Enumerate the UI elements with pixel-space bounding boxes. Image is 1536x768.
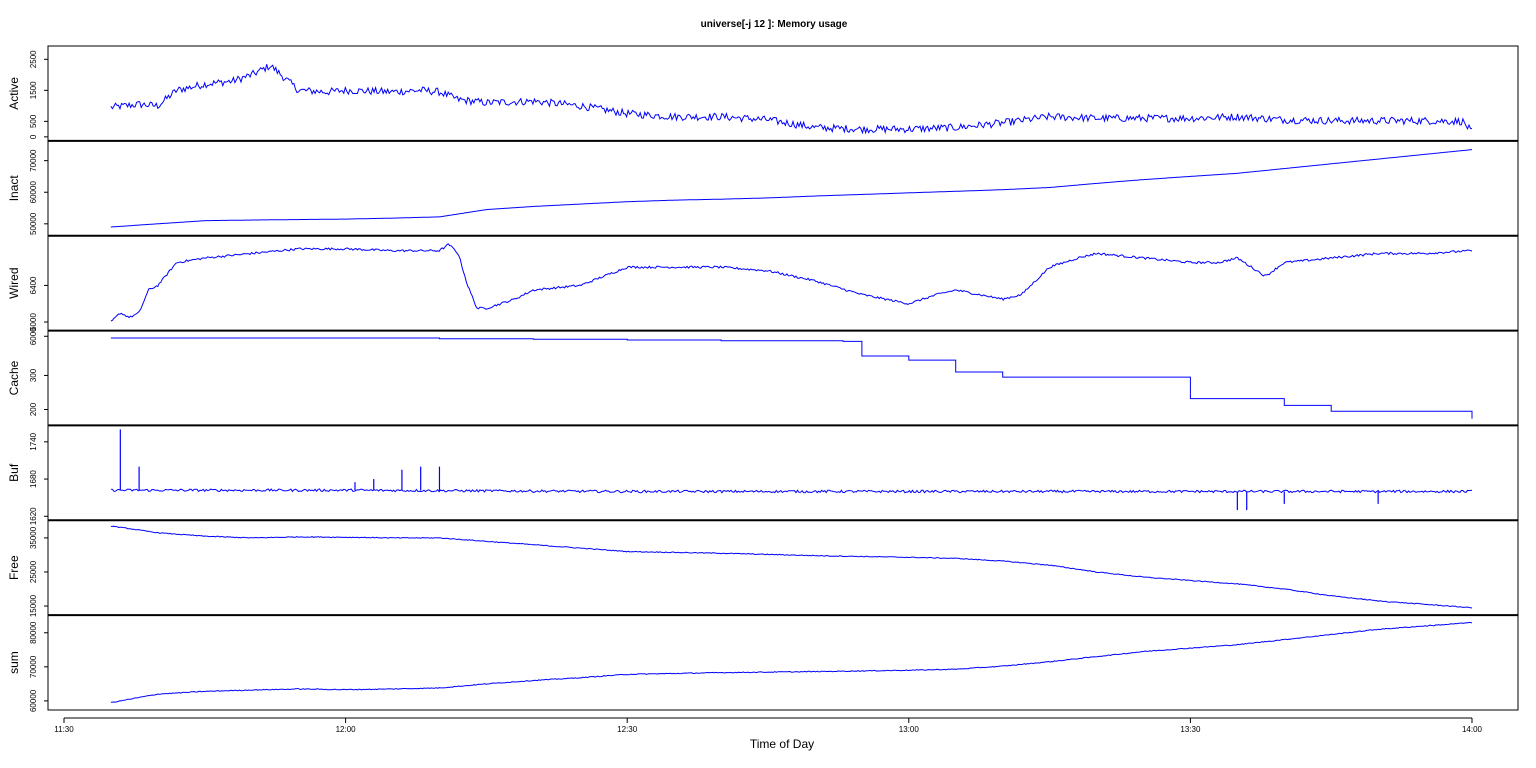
series-line-inact — [110, 149, 1473, 228]
y-tick-label: 0 — [29, 134, 38, 139]
y-tick-label: 1620 — [29, 507, 38, 525]
x-axis: 11:30 12:00 12:30 13:00 13:30 14:00 — [54, 717, 1483, 734]
x-tick-label: 13:30 — [1180, 725, 1201, 734]
panel-stack: Active 0 500 1500 2500 Inact 50000 60000 70000 Wi… — [7, 45, 1519, 712]
y-tick-label: 60000 — [29, 181, 38, 204]
y-axis-label: Buf — [7, 463, 21, 482]
y-tick-label: 1740 — [29, 432, 38, 450]
panel-cache: Cache 200 300 6000 — [7, 327, 1519, 426]
chart-title: universe[-j 12 ]: Memory usage — [701, 19, 848, 30]
series-line-free — [110, 525, 1473, 609]
panel-buf: Buf 1620 1680 1740 — [7, 424, 1519, 525]
y-tick-label: 500 — [29, 114, 38, 128]
x-axis-label: Time of Day — [750, 737, 814, 751]
y-tick-label: 300 — [29, 368, 38, 382]
y-tick-label: 70000 — [29, 149, 38, 172]
y-axis-label: Cache — [7, 360, 21, 395]
panel-frame — [47, 424, 1519, 521]
x-tick-label: 13:00 — [899, 725, 920, 734]
panel-free: Free 15000 25000 35000 — [7, 519, 1519, 617]
y-tick-label: 2500 — [29, 50, 38, 68]
panel-frame — [47, 519, 1519, 616]
y-tick-label: 6400 — [29, 276, 38, 294]
y-tick-label: 200 — [29, 402, 38, 416]
y-tick-label: 6000 — [29, 327, 38, 345]
y-tick-label: 80000 — [29, 621, 38, 644]
x-tick-label: 12:30 — [617, 725, 638, 734]
y-tick-label: 6000 — [29, 313, 38, 331]
series-line-active — [110, 64, 1473, 135]
panel-frame — [47, 140, 1519, 237]
y-tick-label: 60000 — [29, 689, 38, 712]
series-line-sum — [110, 621, 1473, 703]
panel-active: Active 0 500 1500 2500 — [7, 45, 1519, 142]
x-tick-label: 11:30 — [54, 725, 74, 734]
panel-frame — [47, 235, 1519, 332]
panel-wired: Wired 6000 6400 — [7, 234, 1519, 332]
series-line-buf — [110, 488, 1473, 494]
panel-sum: sum 60000 70000 80000 — [7, 614, 1519, 712]
y-axis-label: Free — [7, 555, 21, 580]
panel-frame — [47, 330, 1519, 426]
y-axis-label: sum — [7, 651, 21, 674]
y-axis-label: Inact — [7, 175, 21, 202]
x-tick-label: 14:00 — [1462, 725, 1483, 734]
panel-frame — [47, 45, 1519, 142]
y-tick-label: 70000 — [29, 655, 38, 678]
y-axis-label: Active — [7, 77, 21, 110]
series-line-wired — [110, 243, 1473, 322]
panel-frame — [47, 614, 1519, 711]
y-tick-label: 25000 — [29, 560, 38, 583]
panel-inact: Inact 50000 60000 70000 — [7, 139, 1519, 237]
y-tick-label: 15000 — [29, 594, 38, 617]
y-tick-label: 1680 — [29, 470, 38, 488]
y-tick-label: 50000 — [29, 212, 38, 235]
y-tick-label: 1500 — [29, 81, 38, 99]
y-axis-label: Wired — [7, 267, 21, 298]
x-tick-label: 12:00 — [336, 725, 357, 734]
y-tick-label: 35000 — [29, 526, 38, 549]
series-line-cache — [110, 337, 1473, 419]
